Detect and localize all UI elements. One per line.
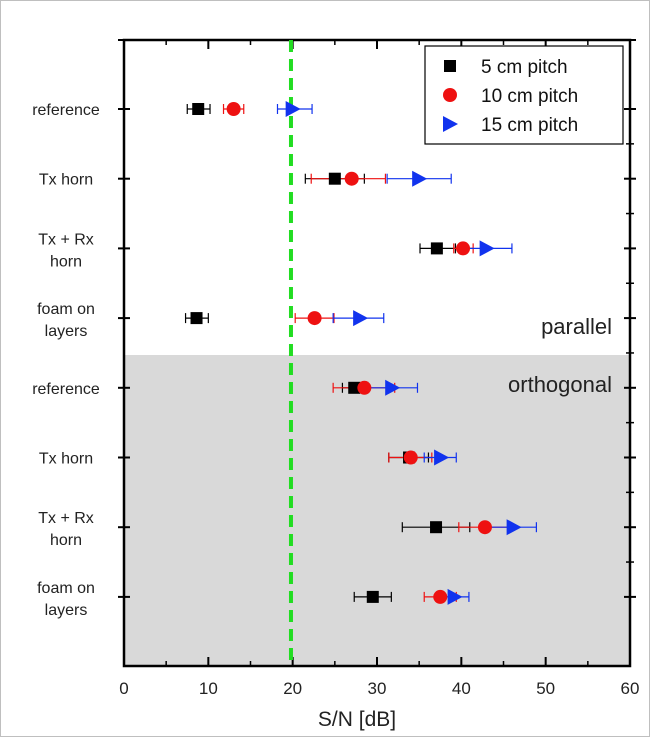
category-label: layers — [45, 323, 88, 340]
data-point-square — [348, 381, 361, 394]
x-tick-label: 20 — [283, 679, 302, 698]
data-point-circle — [477, 520, 492, 535]
category-label: Tx + Rx — [38, 231, 94, 248]
data-point-square — [366, 590, 379, 603]
legend-marker-triangle-right — [443, 116, 458, 132]
legend-label: 15 cm pitch — [481, 115, 578, 136]
data-point-square — [190, 312, 203, 325]
data-point-triangle-right — [434, 449, 450, 466]
legend-marker-circle — [443, 88, 457, 102]
data-point-triangle-right — [447, 588, 463, 605]
region-label-parallel: parallel — [541, 314, 612, 339]
legend-box — [424, 45, 624, 145]
x-tick-label: 50 — [536, 679, 555, 698]
data-point-square — [328, 172, 341, 185]
category-label: foam on — [37, 580, 95, 597]
data-point-triangle-right — [353, 310, 369, 327]
legend-marker-square — [444, 60, 456, 72]
x-axis-title: S/N [dB] — [318, 708, 396, 731]
category-label: foam on — [37, 301, 95, 318]
category-label: layers — [45, 602, 88, 619]
data-point-triangle-right — [385, 379, 401, 396]
data-point-circle — [433, 589, 448, 604]
category-label: reference — [32, 381, 100, 398]
data-point-triangle-right — [285, 101, 301, 117]
region-bg-orthogonal — [124, 355, 630, 666]
data-points — [184, 101, 537, 605]
x-tick-label: 60 — [621, 679, 640, 698]
data-point-circle — [344, 171, 359, 186]
category-label: horn — [50, 253, 82, 270]
category-label: Tx horn — [39, 172, 93, 189]
data-point-triangle-right — [479, 240, 495, 257]
region-backgrounds — [124, 40, 630, 666]
data-point-triangle-right — [506, 519, 522, 536]
labels: 0 10 20 30 40 50 60 reference Tx horn Tx + Rx horn… — [32, 102, 639, 731]
x-tick-label: 0 — [119, 679, 128, 698]
category-label: horn — [50, 532, 82, 549]
data-point-square — [192, 103, 205, 115]
data-point-square — [430, 521, 443, 534]
category-label: Tx + Rx — [38, 510, 94, 527]
category-label: Tx horn — [39, 451, 93, 468]
data-point-circle — [226, 102, 241, 116]
data-point-square — [430, 242, 443, 255]
region-label-orthogonal: orthogonal — [508, 372, 612, 397]
legend-label: 5 cm pitch — [481, 57, 568, 78]
data-point-circle — [403, 450, 418, 465]
data-point-triangle-right — [412, 170, 428, 187]
x-tick-label: 30 — [368, 679, 387, 698]
data-point-circle — [307, 311, 322, 326]
x-tick-label: 10 — [199, 679, 218, 698]
category-label: reference — [32, 102, 100, 119]
legend: 5 cm pitch 10 cm pitch 15 cm pitch — [424, 45, 624, 145]
data-point-circle — [357, 380, 372, 395]
x-tick-label: 40 — [452, 679, 471, 698]
legend-label: 10 cm pitch — [481, 86, 578, 107]
data-point-circle — [456, 241, 471, 256]
